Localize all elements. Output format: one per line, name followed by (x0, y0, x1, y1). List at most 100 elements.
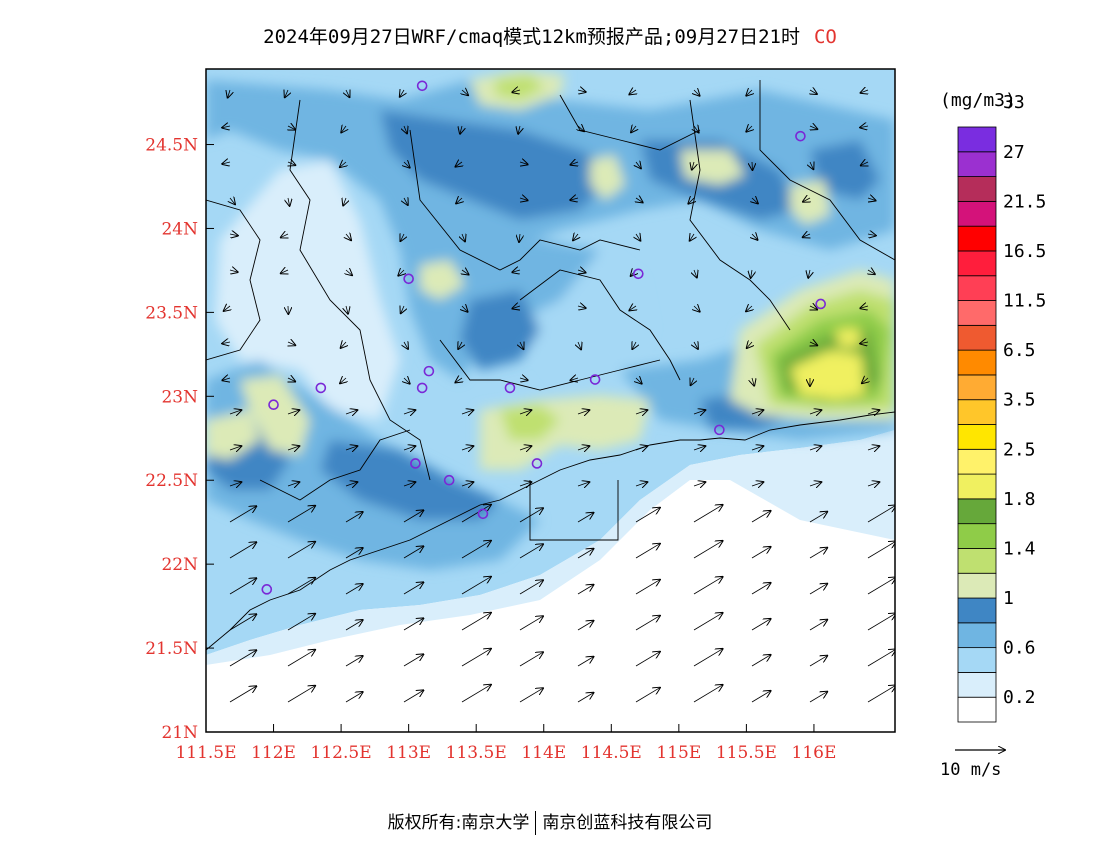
colorbar-swatch (957, 250, 997, 277)
wind-arrow (403, 510, 423, 523)
wind-arrow (635, 616, 660, 631)
wind-arrow (519, 580, 543, 595)
title-text: 2024年09月27日WRF/cmaq模式12km预报产品;09月27日21时 (263, 26, 800, 48)
wind-arrow (403, 546, 423, 559)
wind-arrow (751, 583, 771, 595)
wind-arrow (693, 482, 705, 486)
station-marker (261, 584, 273, 595)
x-tick-label: 115E (656, 743, 701, 763)
wind-arrow (288, 197, 290, 206)
colorbar-swatch (957, 374, 997, 401)
wind-arrow (860, 342, 869, 344)
wind-arrow (578, 342, 581, 349)
y-tick-label: 21.5N (145, 639, 198, 659)
wind-arrow (461, 446, 473, 450)
wind-arrow (867, 482, 879, 486)
wind-arrow (746, 306, 752, 311)
wind-arrow (752, 234, 758, 240)
wind-arrow (400, 234, 404, 241)
wind-arrow (860, 306, 868, 308)
colorbar-level-label: 3.5 (1003, 390, 1036, 411)
wind-arrow (693, 446, 705, 450)
wind-arrow (693, 649, 723, 667)
colorbar-level-label: 1 (1003, 588, 1014, 609)
wind-arrow (458, 342, 462, 349)
wind-arrow (809, 446, 821, 450)
wind-arrow (868, 198, 876, 201)
wind-arrow (222, 378, 230, 380)
title-variable: CO (813, 26, 837, 48)
wind-arrow (520, 198, 528, 200)
x-tick-label: 115.5E (716, 743, 777, 763)
wind-reference-label: 10 m/s (940, 760, 1002, 780)
wind-arrow (635, 688, 660, 703)
wind-arrow (404, 342, 408, 349)
y-tick-label: 23.5N (145, 303, 198, 323)
station-marker (815, 298, 826, 310)
wind-arrow (400, 90, 404, 97)
footer-separator (535, 811, 537, 835)
wind-arrow (404, 378, 410, 384)
admin-boundary (259, 429, 411, 501)
wind-arrow (229, 482, 241, 486)
wind-arrow (345, 692, 363, 703)
wind-arrow (340, 162, 346, 167)
wind-arrow (810, 306, 817, 310)
wind-arrow (345, 482, 357, 486)
wind-arrow (340, 378, 346, 383)
wind-arrow (809, 584, 827, 595)
station-marker (416, 80, 428, 92)
wind-arrow (519, 410, 531, 414)
wind-arrow (688, 198, 694, 204)
colorbar-swatch (957, 572, 997, 599)
wind-arrow (867, 446, 879, 450)
x-tick-label: 111.5E (175, 743, 236, 763)
y-tick-label: 24.5N (145, 136, 198, 156)
wind-arrow (577, 90, 586, 92)
wind-arrow (751, 446, 763, 450)
wind-arrow (288, 126, 295, 130)
wind-arrow (403, 482, 415, 486)
admin-boundary (519, 269, 681, 381)
colorbar-level-label: 0.6 (1003, 638, 1036, 659)
colorbar-level-label: 21.5 (1003, 191, 1046, 212)
x-axis: 111.5E 112E 112.5E 113E 113.5E 114E 114.5E 115E… (175, 724, 836, 763)
wind-arrow (690, 234, 694, 241)
wind-arrow (341, 126, 346, 132)
colorbar-swatch (957, 548, 997, 574)
wind-arrow (461, 541, 491, 559)
wind-arrow (867, 577, 895, 595)
colorbar-swatch (957, 647, 997, 673)
wind-arrow (346, 90, 350, 97)
wind-arrow (577, 693, 593, 703)
wind-arrow (229, 410, 241, 414)
wind-arrow (809, 548, 827, 559)
wind-arrow (288, 378, 295, 382)
y-tick-label: 22.5N (145, 471, 198, 491)
wind-arrow (224, 306, 230, 311)
wind-arrow (860, 126, 869, 128)
wind-arrow (462, 306, 468, 312)
wind-arrow (346, 305, 348, 314)
station-marker (477, 508, 489, 520)
wind-arrow (810, 342, 817, 345)
wind-arrow (747, 342, 752, 348)
admin-boundary (206, 199, 261, 361)
colorbar-swatch (957, 622, 997, 649)
wind-arrow (867, 685, 895, 703)
wind-arrow (693, 613, 723, 631)
wind-arrow (345, 620, 363, 631)
wind-arrow (287, 614, 315, 631)
colorbar-swatch (957, 448, 997, 475)
wind-arrow (573, 234, 578, 240)
colorbar-swatch (957, 349, 997, 376)
wind-arrow (578, 306, 586, 308)
wind-vectors (222, 90, 895, 703)
wind-arrow (229, 542, 256, 559)
wind-arrow (809, 692, 827, 703)
wind-arrow (809, 482, 821, 486)
wind-arrow (512, 270, 520, 272)
colorbar-swatch (957, 399, 997, 425)
wind-arrow (403, 654, 423, 667)
wind-arrow (519, 508, 543, 523)
